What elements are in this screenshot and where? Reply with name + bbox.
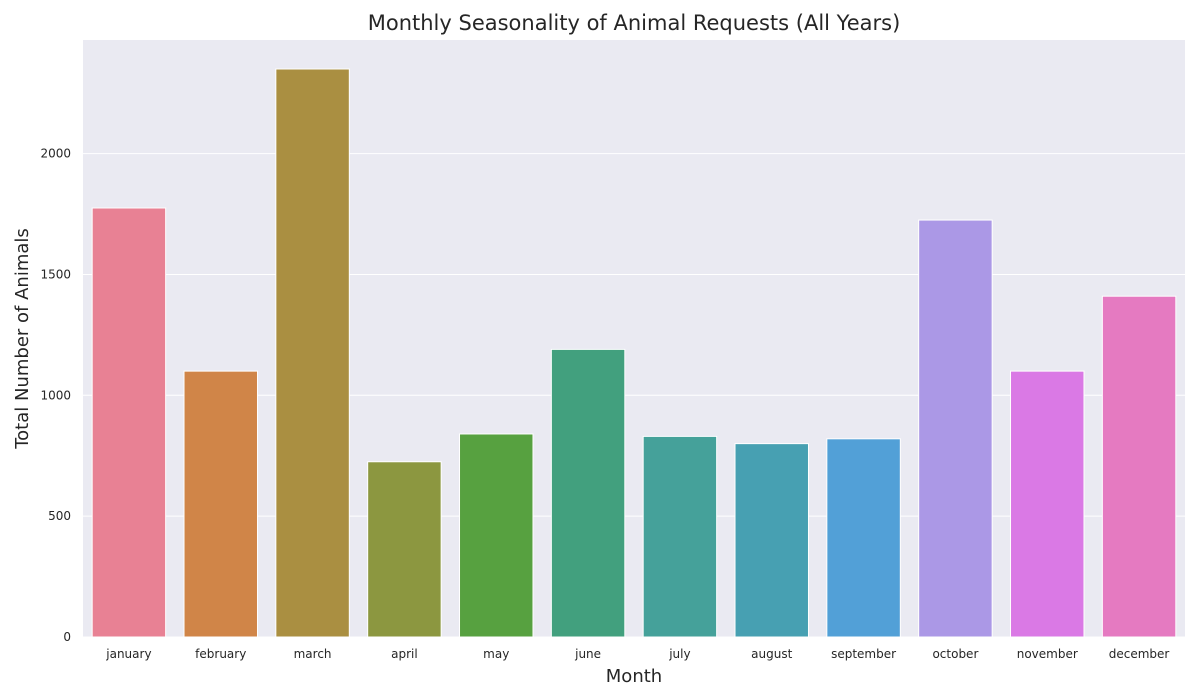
x-tick-label-april: april xyxy=(391,647,418,661)
gridlines xyxy=(83,153,1185,638)
x-tick-label-july: july xyxy=(668,647,690,661)
y-tick-label: 1000 xyxy=(40,388,71,402)
y-tick-label: 0 xyxy=(63,630,71,644)
y-tick-label: 1500 xyxy=(40,267,71,281)
x-axis-ticks: january february march april may june july augu… xyxy=(105,647,1169,661)
y-tick-label: 500 xyxy=(48,509,71,523)
x-tick-label-november: november xyxy=(1017,647,1078,661)
bars xyxy=(91,68,1177,638)
x-tick-label-august: august xyxy=(751,647,792,661)
bar-september xyxy=(826,438,901,638)
x-tick-label-february: february xyxy=(195,647,246,661)
x-tick-label-june: june xyxy=(574,647,601,661)
y-axis-label: Total Number of Animals xyxy=(12,228,33,450)
bar-february xyxy=(183,370,258,638)
x-tick-label-january: january xyxy=(105,647,151,661)
bar-may xyxy=(459,433,534,638)
x-axis-label: Month xyxy=(606,666,662,687)
plot-area xyxy=(83,40,1185,637)
bar-june xyxy=(550,348,626,638)
bar-march xyxy=(275,68,350,638)
bar-january xyxy=(91,207,167,638)
x-tick-label-september: september xyxy=(831,647,896,661)
bar-april xyxy=(367,461,442,638)
bar-october xyxy=(918,219,993,638)
chart-title: Monthly Seasonality of Animal Requests (… xyxy=(368,11,901,35)
y-axis-ticks: 0 500 1000 1500 2000 xyxy=(40,147,71,644)
x-tick-label-december: december xyxy=(1109,647,1170,661)
x-tick-label-march: march xyxy=(294,647,332,661)
x-tick-label-may: may xyxy=(483,647,509,661)
x-tick-label-october: october xyxy=(932,647,978,661)
y-tick-label: 2000 xyxy=(40,147,71,161)
bar-august xyxy=(734,443,809,638)
bar-november xyxy=(1010,370,1085,638)
bar-december xyxy=(1101,295,1177,638)
bar-july xyxy=(642,435,718,638)
